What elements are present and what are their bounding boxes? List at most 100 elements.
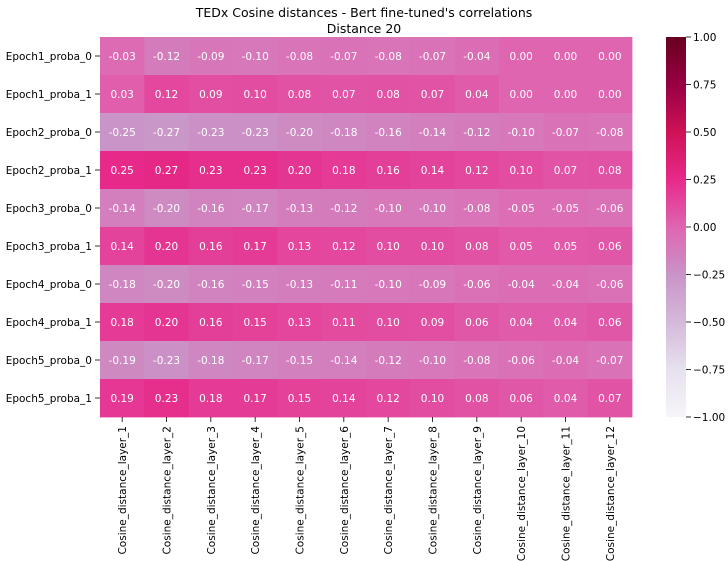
cell-value-label: 0.14 bbox=[110, 241, 134, 253]
heatmap-cell bbox=[410, 379, 456, 418]
heatmap-cell bbox=[233, 379, 278, 418]
cell-value-label: -0.25 bbox=[109, 127, 136, 139]
cell-value-label: 0.15 bbox=[288, 393, 311, 405]
cell-value-label: -0.04 bbox=[463, 51, 490, 63]
heatmap-cell bbox=[410, 265, 456, 304]
heatmap-cell bbox=[499, 265, 544, 304]
heatmap-cell bbox=[277, 37, 323, 76]
cell-value-label: 0.18 bbox=[199, 393, 222, 405]
heatmap-cell bbox=[499, 303, 544, 342]
heatmap-cell bbox=[454, 379, 500, 418]
heatmap-cell bbox=[587, 303, 633, 342]
heatmap-cell bbox=[454, 75, 500, 114]
heatmap-cell bbox=[321, 151, 367, 190]
heatmap-cell bbox=[366, 227, 411, 266]
cell-value-label: 0.09 bbox=[421, 317, 444, 329]
heatmap-cell bbox=[100, 37, 145, 76]
heatmap-cell bbox=[321, 227, 367, 266]
column-label: Cosine_distance_layer_4 bbox=[250, 426, 262, 555]
column-label: Cosine_distance_layer_7 bbox=[383, 426, 395, 555]
cell-value-label: 0.10 bbox=[376, 317, 399, 329]
cell-value-label: -0.08 bbox=[375, 51, 402, 63]
heatmap-cell bbox=[277, 113, 323, 152]
heatmap-cell bbox=[587, 341, 633, 380]
heatmap-cell bbox=[543, 341, 589, 380]
column-label: Cosine_distance_layer_8 bbox=[428, 426, 440, 555]
heatmap-cell bbox=[587, 227, 633, 266]
cell-value-label: -0.04 bbox=[508, 279, 535, 291]
cell-value-label: -0.09 bbox=[197, 51, 224, 63]
cell-value-label: -0.10 bbox=[242, 51, 269, 63]
heatmap-cell bbox=[454, 341, 500, 380]
cell-value-label: 0.10 bbox=[509, 165, 532, 177]
cell-value-label: 0.08 bbox=[288, 89, 311, 101]
heatmap-cell bbox=[144, 303, 190, 342]
row-label: Epoch4_proba_1 bbox=[6, 317, 92, 329]
cell-value-label: -0.09 bbox=[419, 279, 446, 291]
colorbar-tick-label: 0.00 bbox=[693, 222, 716, 234]
cell-value-label: 0.14 bbox=[421, 165, 445, 177]
cell-value-label: 0.10 bbox=[421, 393, 444, 405]
heatmap-cell bbox=[543, 379, 589, 418]
heatmap-cell bbox=[321, 113, 367, 152]
heatmap-cell bbox=[277, 303, 323, 342]
cell-value-label: 0.23 bbox=[243, 165, 266, 177]
heatmap-cell bbox=[587, 37, 633, 76]
heatmap-cell bbox=[410, 75, 456, 114]
heatmap-cell bbox=[499, 379, 544, 418]
cell-value-label: -0.15 bbox=[286, 355, 313, 367]
cell-value-label: -0.20 bbox=[153, 279, 180, 291]
cell-value-label: -0.10 bbox=[375, 203, 402, 215]
cell-value-label: 0.15 bbox=[243, 317, 266, 329]
heatmap-cell bbox=[454, 227, 500, 266]
heatmap-cell bbox=[144, 227, 190, 266]
heatmap-cell bbox=[233, 265, 278, 304]
heatmap-cell bbox=[410, 189, 456, 228]
heatmap-cell bbox=[144, 265, 190, 304]
cell-value-label: 0.04 bbox=[554, 317, 578, 329]
heatmap-cell bbox=[100, 189, 145, 228]
heatmap-cell bbox=[587, 75, 633, 114]
heatmap-cell bbox=[499, 37, 544, 76]
cell-value-label: 0.06 bbox=[509, 393, 533, 405]
cell-value-label: -0.27 bbox=[153, 127, 180, 139]
cell-value-label: -0.04 bbox=[552, 355, 579, 367]
cell-value-labels: -0.03 -0.12 -0.09 -0.10 -0.08 -0.07 -0.08 -0.07… bbox=[109, 51, 624, 405]
heatmap-cell bbox=[233, 75, 278, 114]
colorbar-tick-label: 0.50 bbox=[693, 127, 716, 139]
heatmap-cell bbox=[366, 75, 411, 114]
chart-title: TEDx Cosine distances - Bert fine-tuned'… bbox=[195, 5, 533, 20]
heatmap-cell bbox=[277, 189, 323, 228]
cell-value-label: -0.16 bbox=[197, 203, 224, 215]
heatmap-cell bbox=[587, 379, 633, 418]
cell-value-label: -0.12 bbox=[153, 51, 180, 63]
row-labels: Epoch1_proba_0 Epoch1_proba_1 Epoch2_proba… bbox=[6, 51, 100, 405]
cell-value-label: 0.07 bbox=[332, 89, 355, 101]
cell-value-label: -0.12 bbox=[330, 203, 357, 215]
row-label: Epoch5_proba_0 bbox=[6, 355, 92, 367]
cell-value-label: -0.05 bbox=[508, 203, 535, 215]
cell-value-label: 0.16 bbox=[199, 241, 223, 253]
column-label: Cosine_distance_layer_1 bbox=[117, 426, 129, 555]
column-label: Cosine_distance_layer_9 bbox=[472, 426, 484, 555]
heatmap-cell bbox=[233, 227, 278, 266]
cell-value-label: 0.25 bbox=[110, 165, 133, 177]
cell-value-label: 0.04 bbox=[465, 89, 489, 101]
cell-value-label: -0.14 bbox=[109, 203, 136, 215]
heatmap-cell bbox=[188, 189, 234, 228]
cell-value-label: 0.06 bbox=[598, 241, 622, 253]
cell-value-label: 0.12 bbox=[376, 393, 399, 405]
heatmap-cell bbox=[144, 341, 190, 380]
cell-value-label: -0.08 bbox=[463, 203, 490, 215]
heatmap-cell bbox=[188, 227, 234, 266]
cell-value-label: 0.00 bbox=[554, 51, 577, 63]
heatmap-cell bbox=[233, 341, 278, 380]
heatmap-cell bbox=[454, 265, 500, 304]
cell-value-label: 0.17 bbox=[243, 241, 266, 253]
heatmap-cell bbox=[100, 341, 145, 380]
heatmap-cell bbox=[499, 151, 544, 190]
cell-value-label: -0.07 bbox=[552, 127, 579, 139]
heatmap-cell bbox=[277, 151, 323, 190]
cell-value-label: -0.03 bbox=[109, 51, 136, 63]
cell-value-label: -0.13 bbox=[286, 203, 313, 215]
